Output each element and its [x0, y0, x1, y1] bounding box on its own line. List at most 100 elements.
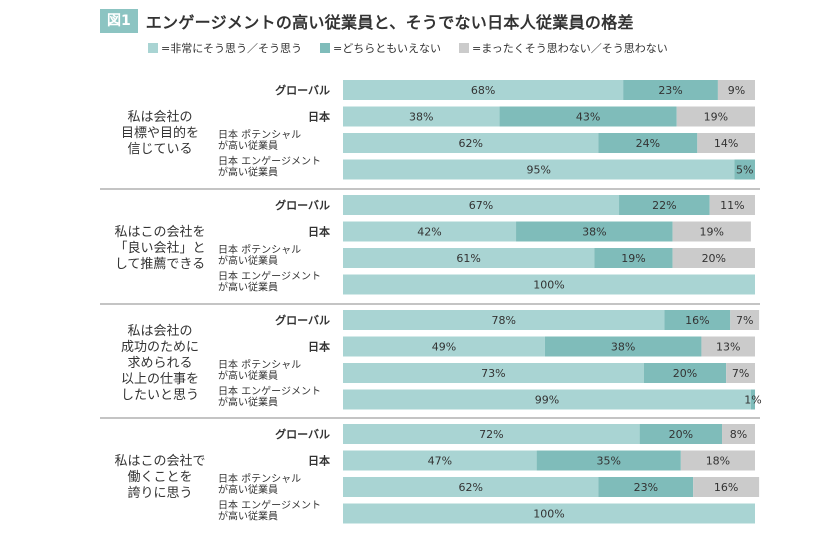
- legend-swatch-disagree: [459, 43, 469, 53]
- data-label: 62%: [458, 137, 482, 150]
- row-label: 日本: [308, 110, 330, 124]
- data-label: 43%: [576, 111, 600, 124]
- bar-segment-agree: [343, 221, 517, 242]
- bar-segment-agree: [343, 106, 500, 127]
- data-label: 49%: [432, 341, 456, 354]
- data-label: 19%: [704, 111, 728, 124]
- data-label: 23%: [658, 84, 682, 97]
- data-label: 95%: [526, 164, 550, 177]
- bar-segment-disagree: [697, 133, 755, 153]
- bar-segment-disagree: [676, 106, 755, 127]
- data-label: 24%: [636, 137, 660, 150]
- chart-title: エンゲージメントの高い従業員と、そうでない日本人従業員の格差: [145, 13, 634, 32]
- data-label: 20%: [702, 252, 726, 265]
- data-label: 22%: [652, 199, 676, 212]
- row-label: が高い従業員: [218, 281, 278, 294]
- data-label: 13%: [716, 341, 740, 354]
- legend-item-disagree: =まったくそう思わない／そう思わない: [459, 40, 668, 56]
- data-label: 61%: [456, 252, 480, 265]
- row-label: 日本 ポテンシャル: [218, 128, 301, 141]
- bar-segment-disagree: [693, 477, 760, 497]
- data-label: 20%: [669, 428, 693, 441]
- data-label: 18%: [706, 455, 730, 468]
- legend-swatch-agree: [148, 43, 158, 53]
- data-label: 19%: [700, 226, 724, 239]
- bar-segment-disagree: [672, 248, 755, 268]
- row-label: が高い従業員: [218, 396, 278, 409]
- bar-segment-agree: [343, 450, 537, 471]
- bar-segment-agree: [343, 159, 735, 180]
- row-label: が高い従業員: [218, 254, 278, 267]
- bar-segment-neutral: [598, 133, 698, 153]
- data-label: 16%: [714, 481, 738, 494]
- data-label: 9%: [728, 84, 745, 97]
- data-label: 38%: [409, 111, 433, 124]
- data-label: 7%: [732, 367, 749, 380]
- question-label: 誇りに思う: [127, 485, 192, 501]
- question-label: 私はこの会社を: [114, 224, 205, 240]
- question-label: 私は会社の: [127, 109, 192, 125]
- legend-label-agree: =非常にそう思う／そう思う: [161, 42, 302, 55]
- bar-segment-neutral: [623, 80, 718, 100]
- legend-item-neutral: =どちらともいえない: [320, 40, 441, 56]
- question-label: 目標や目的を: [121, 125, 199, 141]
- bar-segment-agree: [343, 363, 644, 383]
- data-label: 72%: [479, 428, 503, 441]
- bar-segment-neutral: [536, 450, 681, 471]
- question-label: 以上の仕事を: [121, 372, 199, 387]
- bar-segment-neutral: [594, 248, 673, 268]
- data-label: 23%: [634, 481, 658, 494]
- data-label: 38%: [582, 226, 606, 239]
- bar-segment-neutral: [499, 106, 677, 127]
- bar-segment-neutral: [643, 363, 727, 383]
- data-label: 100%: [533, 279, 564, 292]
- data-label: 20%: [673, 367, 697, 380]
- question-label: 働くことを: [127, 470, 192, 485]
- data-label: 42%: [417, 226, 441, 239]
- bar-segment-neutral: [598, 477, 694, 497]
- row-label: グローバル: [275, 198, 330, 212]
- row-label: が高い従業員: [218, 369, 278, 382]
- bar-segment-agree: [343, 389, 751, 410]
- data-label: 68%: [471, 84, 495, 97]
- bar-segment-neutral: [544, 336, 702, 357]
- data-label: 67%: [469, 199, 493, 212]
- row-label: グローバル: [275, 427, 330, 441]
- bar-segment-agree: [343, 133, 599, 153]
- row-label: 日本 ポテンシャル: [218, 243, 301, 256]
- bar-segment-neutral: [516, 221, 673, 242]
- row-label: グローバル: [275, 313, 330, 327]
- data-label: 16%: [685, 314, 709, 327]
- data-label: 100%: [533, 508, 564, 521]
- row-label: 日本: [308, 225, 330, 239]
- bar-segment-neutral: [734, 159, 755, 180]
- row-label: グローバル: [275, 83, 330, 97]
- bar-segment-disagree: [717, 80, 755, 100]
- bar-segment-agree: [343, 310, 665, 330]
- question-label: 私はこの会社で: [114, 453, 205, 469]
- bar-segment-disagree: [701, 336, 755, 357]
- row-label: 日本 エンゲージメント: [218, 155, 321, 168]
- data-label: 19%: [621, 252, 645, 265]
- question-label: 求められる: [127, 356, 192, 371]
- data-label: 99%: [535, 394, 559, 407]
- bar-segment-neutral: [619, 195, 710, 215]
- bar-segment-disagree: [680, 450, 755, 471]
- bar-segment-agree: [343, 503, 755, 524]
- bar-segment-agree: [343, 248, 595, 268]
- row-label: 日本: [308, 340, 330, 354]
- row-label: 日本 ポテンシャル: [218, 472, 301, 485]
- data-label: 7%: [736, 314, 753, 327]
- row-label: が高い従業員: [218, 139, 278, 152]
- legend: =非常にそう思う／そう思う =どちらともいえない =まったくそう思わない／そう思…: [148, 40, 686, 56]
- row-label: 日本 エンゲージメント: [218, 385, 321, 398]
- data-label: 11%: [720, 199, 744, 212]
- data-label: 1%: [744, 394, 761, 407]
- row-label: 日本 エンゲージメント: [218, 270, 321, 283]
- bar-segment-disagree: [709, 195, 755, 215]
- question-label: したいと思う: [121, 388, 199, 403]
- data-label: 73%: [481, 367, 505, 380]
- bar-segment-agree: [343, 477, 599, 497]
- question-label: 私は会社の: [127, 323, 192, 339]
